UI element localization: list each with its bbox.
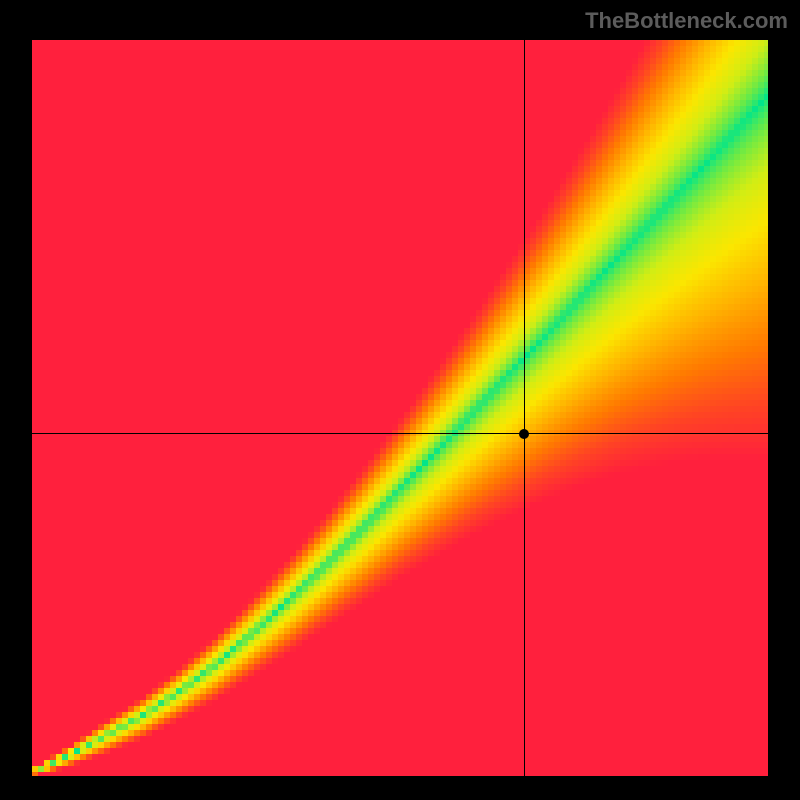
crosshair-vertical [524,40,525,776]
crosshair-horizontal [32,433,768,434]
crosshair-marker [519,429,529,439]
heatmap-canvas [32,40,768,776]
watermark-text: TheBottleneck.com [585,8,788,34]
chart-container: TheBottleneck.com [0,0,800,800]
